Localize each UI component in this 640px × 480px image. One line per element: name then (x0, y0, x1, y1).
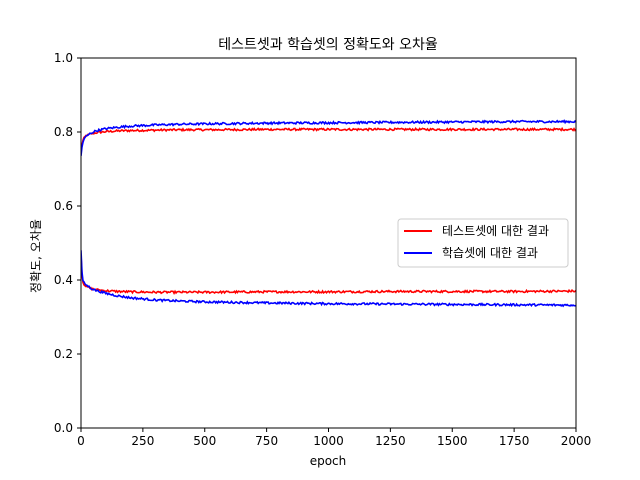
y-tick-label: 0.8 (54, 125, 73, 139)
x-tick-label: 1250 (375, 434, 406, 448)
x-tick-label: 500 (193, 434, 216, 448)
plot-area (81, 119, 576, 308)
y-axis-label: 정확도, 오차율 (29, 219, 43, 293)
series-line-test-loss (81, 254, 576, 295)
y-tick-label: 0.4 (54, 273, 73, 287)
x-tick-label: 1000 (313, 434, 344, 448)
y-tick-label: 0.6 (54, 199, 73, 213)
series-line-train-accuracy (81, 119, 576, 157)
x-tick-label: 750 (255, 434, 278, 448)
x-tick-label: 2000 (561, 434, 592, 448)
y-tick-label: 0.0 (54, 421, 73, 435)
y-tick-label: 0.2 (54, 347, 73, 361)
axes: 0 250 500 750 1000 1250 1500 1750 2000 0.0 0.2 0.4 0… (54, 51, 591, 448)
x-tick-label: 1500 (437, 434, 468, 448)
legend-label: 학습셋에 대한 결과 (442, 246, 538, 260)
series-line-test-accuracy (81, 126, 576, 153)
y-tick-label: 1.0 (54, 51, 73, 65)
x-tick-label: 250 (131, 434, 154, 448)
x-axis-label: epoch (310, 454, 347, 468)
chart-title: 테스트셋과 학습셋의 정확도와 오차율 (218, 37, 438, 53)
x-tick-label: 0 (77, 434, 85, 448)
x-tick-label: 1750 (499, 434, 530, 448)
legend-label: 테스트셋에 대한 결과 (442, 224, 549, 238)
series-line-train-loss (81, 250, 576, 308)
legend-box (397, 218, 569, 268)
